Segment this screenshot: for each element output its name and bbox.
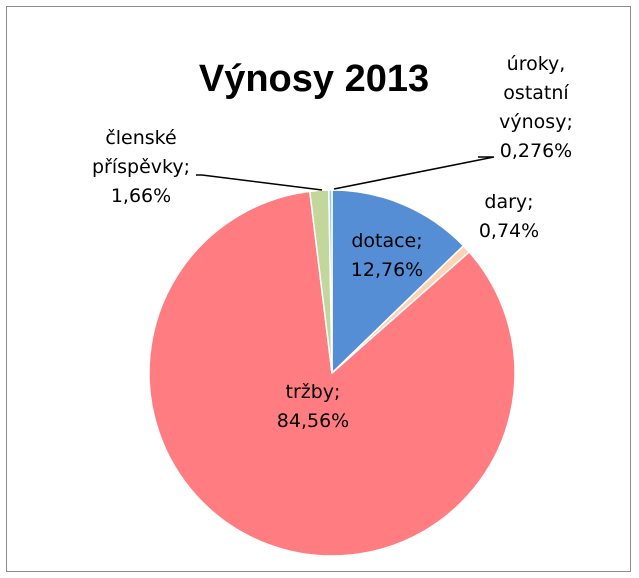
data-label-tr-by: tržby; 84,56%: [277, 381, 349, 432]
data-labels: dotace; 12,76% dary; 0,74% tržby; 84,56% člens…: [92, 53, 573, 432]
data-label--roky-ostatn-v-nosy: úroky, ostatní výnosy; 0,276%: [499, 53, 573, 162]
pie-slices: [148, 189, 516, 557]
leader-line--roky-ostatn-v-nosy: [333, 156, 495, 190]
data-label-dotace: dotace; 12,76%: [351, 230, 423, 281]
pie-slice-dotace: [331, 189, 465, 374]
leader-lines: [196, 156, 495, 191]
leader-line--lensk-p-sp-vky: [196, 174, 323, 191]
chart-title: Výnosy 2013: [199, 58, 429, 100]
data-label--lensk-p-sp-vky: členské příspěvky; 1,66%: [92, 127, 190, 207]
data-label-dary: dary; 0,74%: [479, 191, 539, 242]
pie-slice--roky-ostatn-v-nosy: [328, 189, 333, 374]
